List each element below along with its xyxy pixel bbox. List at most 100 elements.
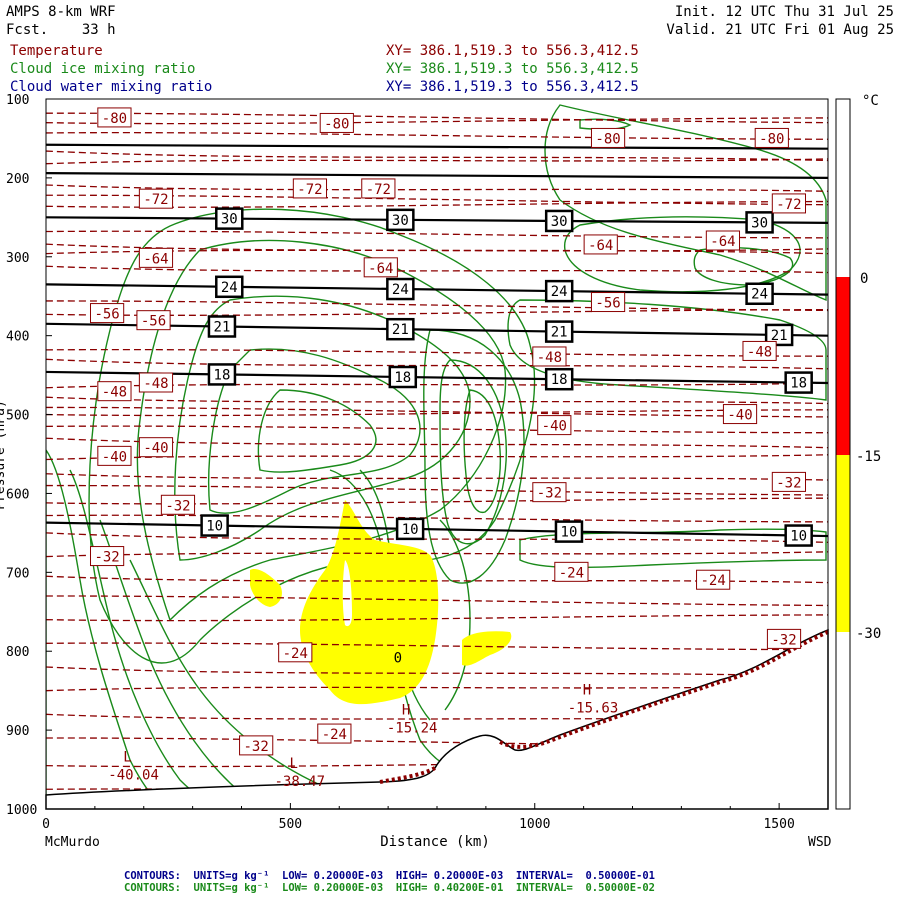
temperature-contour-line: [46, 454, 828, 461]
temperature-contour-line: [46, 396, 828, 405]
temperature-label: -32: [537, 486, 562, 502]
temperature-shading: [250, 500, 512, 705]
theta-label: 18: [551, 372, 568, 388]
temperature-label-box: [696, 569, 731, 590]
theta-label-box: [386, 277, 415, 301]
theta-line: [46, 216, 828, 224]
theta-label: 18: [214, 367, 231, 383]
theta-line: [46, 521, 828, 538]
field-temperature-xy: XY= 386.1,519.3 to 556.3,412.5: [386, 43, 639, 59]
temperature-contour-line: [46, 150, 828, 162]
temperature-contour-line: [46, 595, 828, 607]
temperature-contour-line: [46, 358, 828, 370]
theta-lines: 30 30 30 30 24 24 24 24 21 21 21 21 18 18 18 18 10 10 10 10: [46, 143, 828, 547]
temperature-label-box: [590, 127, 626, 148]
theta-label-box: [745, 211, 774, 234]
temperature-label: -32: [165, 498, 190, 514]
theta-label: 18: [394, 370, 411, 386]
extremum-type: H: [583, 683, 591, 699]
temperature-label: -32: [244, 739, 269, 755]
theta-label-box: [207, 363, 237, 386]
terrain-hatch: [379, 630, 829, 784]
temperature-label-box: [239, 735, 274, 756]
temperature-contour-line: [46, 575, 828, 584]
temperature-label-box: [89, 303, 125, 324]
colorbar-red-band: [836, 277, 850, 455]
temperature-label-box: [532, 346, 567, 367]
temperature-label: -24: [559, 565, 584, 581]
field-temperature: Temperature: [10, 43, 103, 59]
theta-label-box: [544, 367, 574, 391]
temperature-contour-line: [46, 409, 828, 417]
y-tick-label: 1000: [6, 803, 37, 818]
temperature-label: -80: [102, 111, 127, 127]
extremum-value: -15.63: [568, 701, 619, 717]
temperature-contour-line: [46, 551, 828, 558]
temperature-contour-line: [46, 532, 828, 544]
y-tick-label: 200: [6, 172, 29, 187]
temperature-contour-line: [46, 184, 828, 192]
theta-label-box: [395, 517, 425, 541]
temperature-label-box: [771, 193, 806, 214]
x-endpoint-left: McMurdo: [45, 835, 100, 850]
theta-label: 30: [221, 212, 238, 228]
temperature-label: -64: [368, 261, 393, 277]
extremum-type: L: [289, 756, 297, 772]
terrain-fill: [45, 628, 829, 810]
temperature-contour-line: [46, 514, 828, 523]
y-tick-label: 500: [6, 409, 29, 424]
temperature-contour-line: [46, 112, 828, 124]
theta-line: [46, 322, 828, 337]
temperature-contour-line: [46, 230, 828, 239]
temperature-label-box: [97, 107, 132, 128]
theta-label-box: [386, 208, 415, 232]
temperature-label: -80: [324, 116, 349, 132]
theta-label: 21: [214, 319, 231, 335]
theta-label-box: [200, 514, 229, 537]
theta-label: 24: [551, 284, 568, 300]
temperature-label-box: [532, 482, 567, 503]
theta-label-box: [784, 371, 813, 394]
temperature-contour-line: [46, 348, 828, 357]
colorbar: °C 0 -15 -30: [835, 93, 881, 810]
temperature-label-box: [554, 561, 589, 582]
x-tick-label: 0: [42, 817, 50, 832]
temperature-label: -24: [283, 646, 308, 662]
theta-line: [46, 172, 828, 179]
temperature-contour-line: [46, 406, 828, 418]
temperature-label-box: [722, 404, 758, 425]
x-tick-label: 500: [279, 817, 302, 832]
temperature-label-box: [97, 381, 132, 402]
y-tick-label: 700: [6, 566, 29, 581]
colorbar-label-0: 0: [860, 271, 868, 287]
temperature-label: -48: [747, 344, 772, 360]
temperature-label: -72: [297, 182, 322, 198]
theta-label: 10: [402, 522, 419, 538]
theta-label: 24: [221, 280, 238, 296]
y-tick-label: 600: [6, 487, 29, 502]
field-cloud-ice: Cloud ice mixing ratio: [10, 61, 196, 77]
temperature-label-box: [138, 437, 174, 458]
forecast-hour: Fcst. 33 h: [6, 22, 116, 38]
temperature-label: -48: [102, 385, 127, 401]
theta-line: [46, 283, 828, 296]
temperature-contour-line: [46, 117, 828, 125]
valid-time: Valid. 21 UTC Fri 01 Aug 25: [666, 22, 894, 38]
theta-label: 10: [206, 519, 223, 535]
temperature-label: -40: [727, 408, 752, 424]
theta-line: [46, 370, 828, 385]
temperature-label: -24: [700, 573, 725, 589]
temperature-contour-line: [46, 484, 828, 496]
theta-label-box: [388, 365, 418, 389]
y-axis-label: Pressure (hPa): [0, 400, 8, 510]
theta-label: 21: [551, 325, 568, 341]
temperature-label-box: [583, 234, 618, 255]
temperature-label-box: [160, 494, 196, 515]
theta-label: 21: [771, 328, 788, 344]
temperature-contour-line: [46, 713, 828, 722]
temperature-contour-line: [46, 642, 828, 651]
temperature-label-box: [754, 127, 789, 148]
temperature-label: -72: [776, 197, 801, 213]
